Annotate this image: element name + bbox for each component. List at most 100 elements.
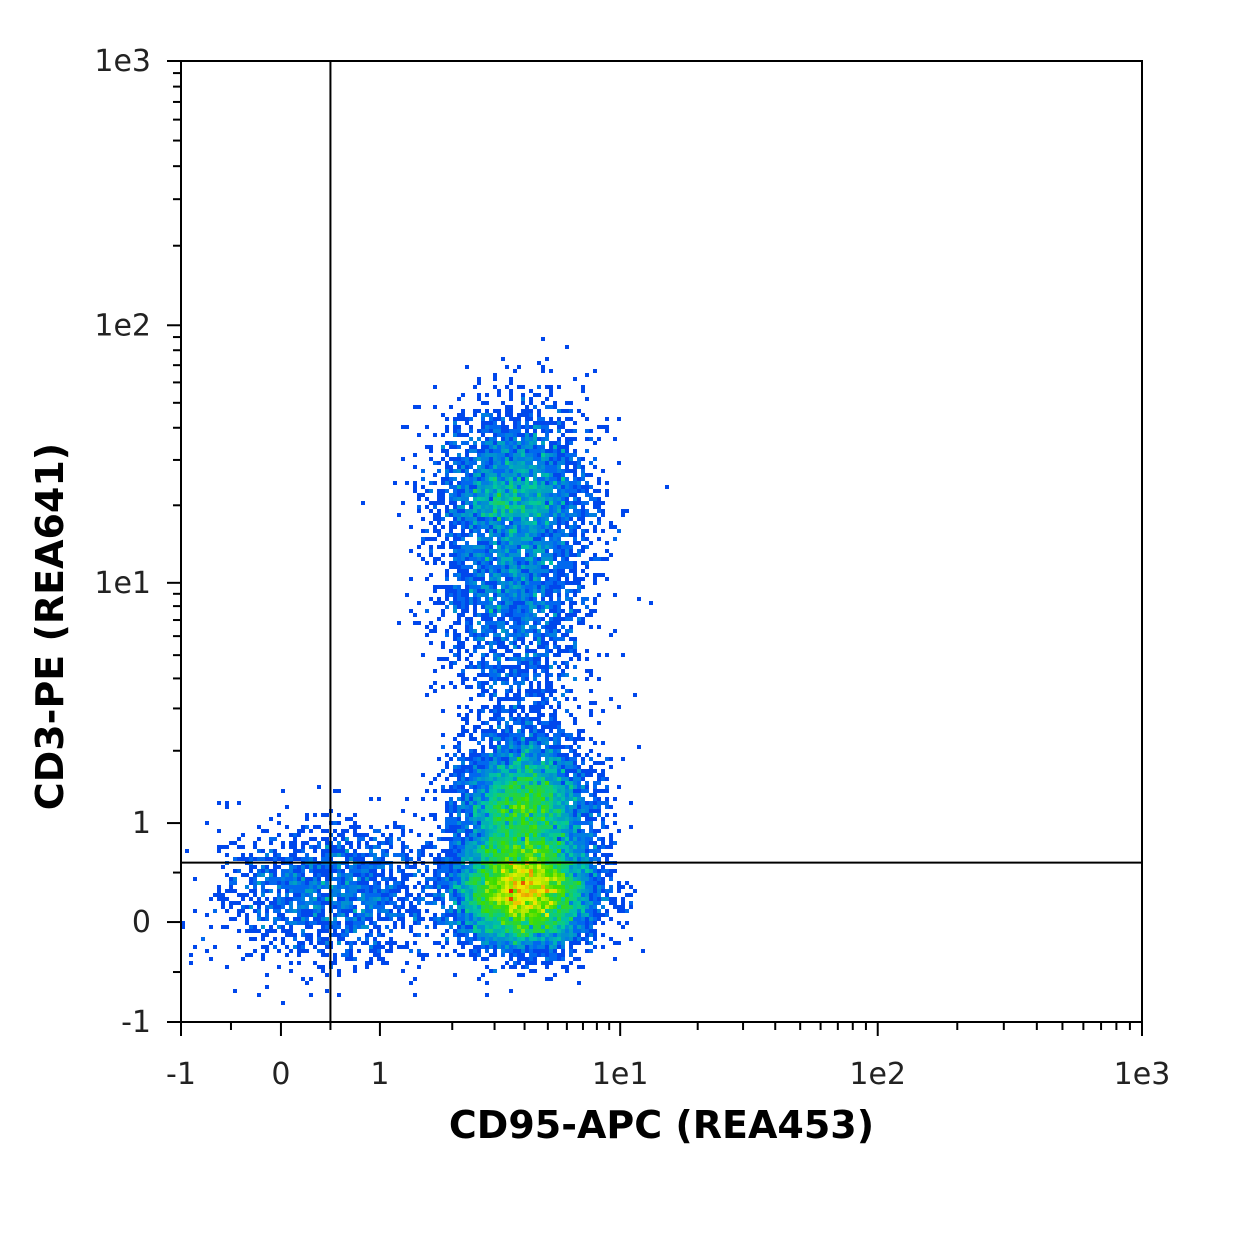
density-cell — [581, 473, 585, 477]
density-cell — [469, 589, 473, 593]
density-cell — [513, 825, 517, 829]
density-cell — [409, 609, 413, 613]
density-cell — [461, 597, 465, 601]
density-cell — [445, 633, 449, 637]
density-cell — [461, 613, 465, 617]
density-cell — [413, 613, 417, 617]
density-cell — [533, 773, 537, 777]
density-cell — [505, 833, 509, 837]
density-cell — [549, 541, 553, 545]
density-cell — [549, 505, 553, 509]
density-cell — [533, 481, 537, 485]
density-cell — [481, 793, 485, 797]
density-cell — [525, 557, 529, 561]
density-cell — [305, 881, 309, 885]
density-cell — [481, 877, 485, 881]
density-cell — [281, 913, 285, 917]
density-cell — [601, 801, 605, 805]
density-cell — [489, 421, 493, 425]
density-cell — [473, 649, 477, 653]
density-cell — [529, 601, 533, 605]
density-cell — [429, 481, 433, 485]
density-cell — [501, 873, 505, 877]
density-cell — [245, 885, 249, 889]
density-cell — [485, 489, 489, 493]
density-cell — [461, 789, 465, 793]
density-cell — [481, 501, 485, 505]
density-cell — [429, 489, 433, 493]
density-cell — [457, 821, 461, 825]
density-cell — [369, 889, 373, 893]
density-cell — [557, 545, 561, 549]
density-cell — [589, 429, 593, 433]
density-cell — [369, 873, 373, 877]
density-cell — [501, 753, 505, 757]
density-cell — [233, 889, 237, 893]
density-cell — [441, 829, 445, 833]
density-cell — [617, 889, 621, 893]
density-cell — [485, 393, 489, 397]
density-cell — [565, 629, 569, 633]
density-cell — [485, 913, 489, 917]
density-cell — [513, 805, 517, 809]
density-cell — [453, 433, 457, 437]
density-cell — [313, 897, 317, 901]
density-cell — [521, 677, 525, 681]
density-cell — [449, 585, 453, 589]
density-cell — [541, 445, 545, 449]
density-cell — [577, 837, 581, 841]
density-cell — [261, 901, 265, 905]
density-cell — [493, 709, 497, 713]
density-cell — [349, 845, 353, 849]
density-cell — [485, 585, 489, 589]
density-cell — [569, 429, 573, 433]
density-cell — [253, 845, 257, 849]
density-cell — [541, 473, 545, 477]
density-cell — [577, 797, 581, 801]
density-cell — [485, 665, 489, 669]
density-cell — [545, 397, 549, 401]
density-cell — [509, 521, 513, 525]
density-cell — [413, 485, 417, 489]
density-cell — [465, 489, 469, 493]
density-cell — [549, 825, 553, 829]
density-cell — [469, 529, 473, 533]
density-cell — [561, 573, 565, 577]
density-cell — [593, 581, 597, 585]
density-cell — [577, 485, 581, 489]
density-cell — [481, 553, 485, 557]
density-cell — [549, 753, 553, 757]
density-cell — [573, 825, 577, 829]
density-cell — [385, 825, 389, 829]
density-cell — [497, 601, 501, 605]
density-cell — [481, 857, 485, 861]
density-cell — [257, 901, 261, 905]
density-cell — [385, 913, 389, 917]
density-cell — [469, 813, 473, 817]
density-cell — [457, 809, 461, 813]
density-cell — [481, 613, 485, 617]
density-cell — [413, 897, 417, 901]
density-cell — [237, 857, 241, 861]
density-cell — [521, 757, 525, 761]
density-cell — [449, 837, 453, 841]
density-cell — [513, 837, 517, 841]
density-cell — [525, 829, 529, 833]
density-cell — [545, 493, 549, 497]
density-cell — [541, 365, 545, 369]
density-cell — [453, 789, 457, 793]
density-cell — [397, 865, 401, 869]
density-cell — [533, 745, 537, 749]
density-cell — [481, 637, 485, 641]
density-cell — [353, 917, 357, 921]
density-cell — [473, 385, 477, 389]
density-cell — [481, 661, 485, 665]
density-cell — [609, 805, 613, 809]
density-cell — [517, 549, 521, 553]
density-cell — [237, 801, 241, 805]
density-cell — [553, 513, 557, 517]
density-cell — [529, 545, 533, 549]
density-cell — [549, 529, 553, 533]
density-cell — [589, 833, 593, 837]
density-cell — [509, 613, 513, 617]
